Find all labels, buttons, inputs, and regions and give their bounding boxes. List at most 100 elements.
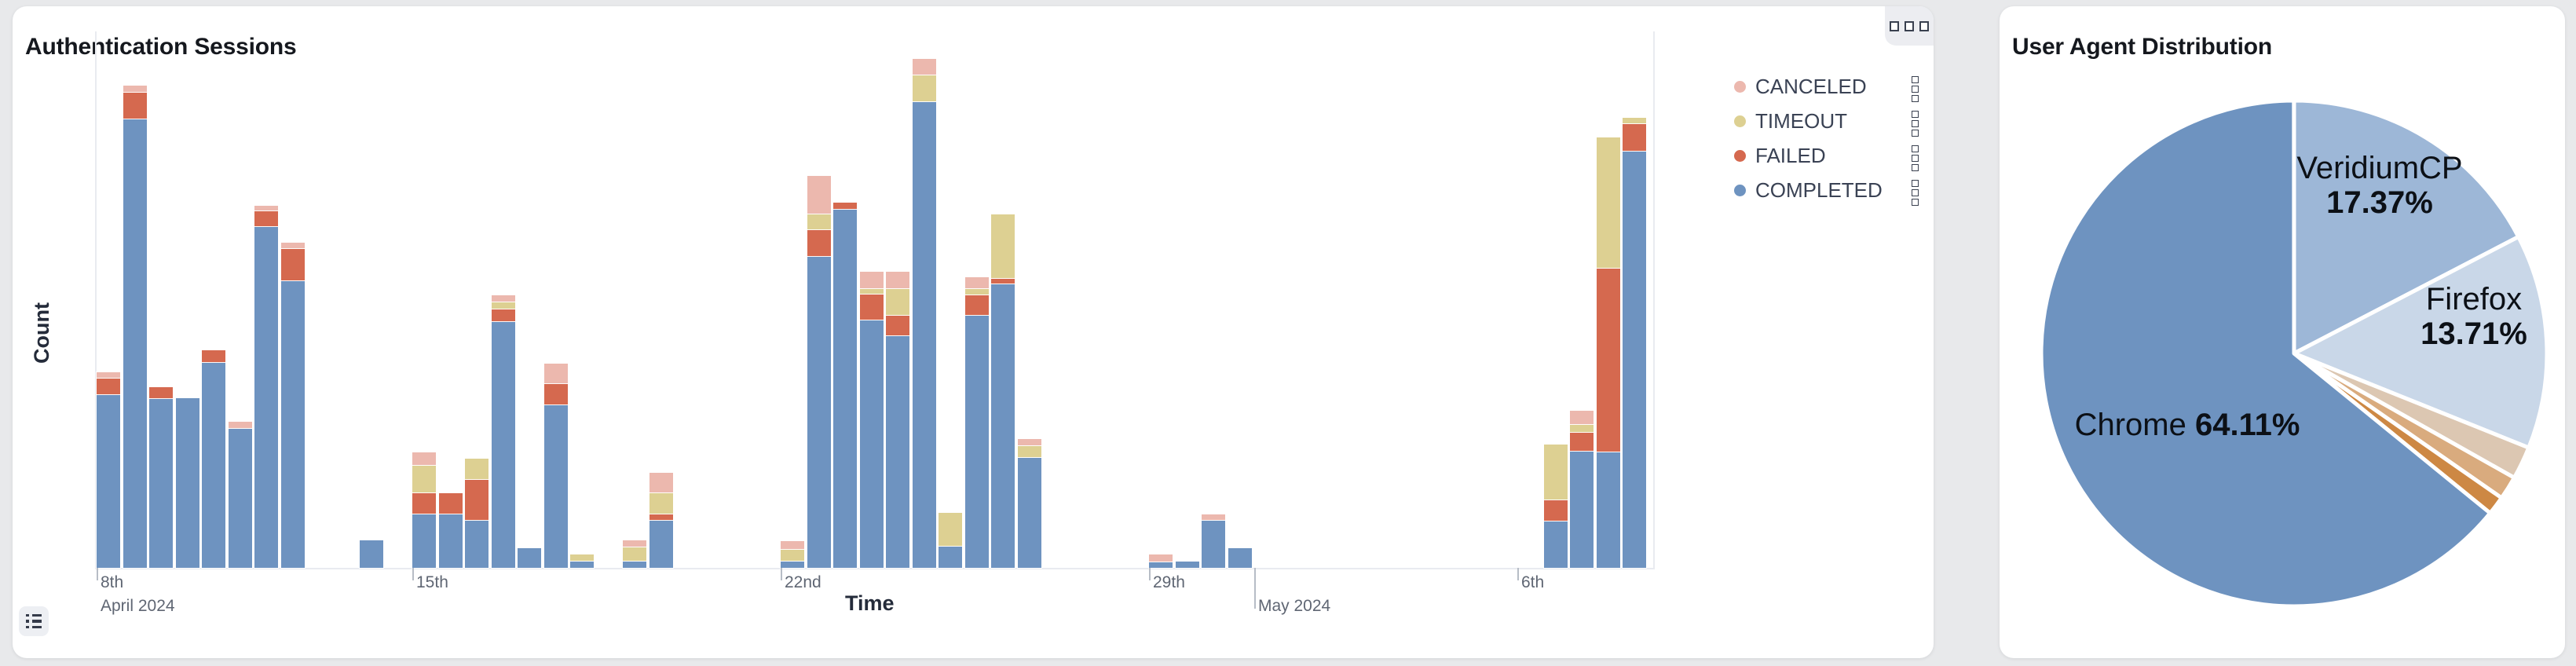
bar-segment-canceled [1569,410,1594,426]
bar-segment-canceled [96,371,121,379]
legend-item-completed[interactable]: COMPLETED [1734,177,1883,203]
stacked-bar [1016,438,1042,569]
pie-label-veridiumcp: VeridiumCP 17.37% [2296,151,2463,220]
bar-segment-timeout [1622,117,1647,125]
bar-segment-canceled [911,58,937,76]
bar-segment-timeout [412,465,437,494]
bar-segment-canceled [227,421,253,430]
stacked-bar [280,242,306,569]
legend-drag-handle-icon[interactable] [1912,145,1919,171]
auth-panel-title: Authentication Sessions [25,33,297,60]
legend-drag-handle-icon[interactable] [1912,76,1919,102]
bar-segment-completed [280,280,306,569]
x-tick-mark [1149,568,1151,580]
squares-menu-icon [1905,20,1914,31]
legend-drag-handle-icon[interactable] [1912,111,1919,137]
bar-segment-failed [437,492,463,515]
bar-segment-completed [412,514,437,569]
stacked-bar [832,202,858,569]
bar-segment-canceled [1148,554,1173,563]
legend-label: CANCELED [1755,74,1867,98]
bar-segment-completed [1148,562,1173,569]
bar-segment-canceled [490,295,516,303]
legend-item-canceled[interactable]: CANCELED [1734,74,1867,99]
bar-segment-completed [1622,151,1647,569]
x-tick-label: 15th [416,573,448,591]
x-axis-title: Time [845,591,895,615]
bar-segment-canceled [412,452,437,467]
bar-segment-completed [1595,452,1621,569]
legend-item-timeout[interactable]: TIMEOUT [1734,108,1847,134]
plot-right-border [1653,31,1655,569]
x-tick-label: 8th [101,573,124,591]
stacked-bar [227,421,253,569]
bar-segment-completed [464,520,489,569]
bar-segment-failed [122,92,148,120]
stacked-bar [359,540,384,569]
stacked-bar [858,271,884,569]
bar-segment-canceled [1016,438,1042,447]
stacked-bar [517,547,542,569]
legend-item-failed[interactable]: FAILED [1734,143,1826,168]
bar-segment-failed [543,383,569,406]
bar-segment-canceled [543,363,569,385]
x-tick-sublabel: April 2024 [101,597,175,615]
stacked-bar [964,276,990,569]
bar-segment-completed [1201,520,1226,569]
pie-label-chrome: Chrome 64.11% [2074,408,2300,442]
squares-menu-icon [1919,20,1929,31]
stacked-bar [885,271,910,569]
bar-segment-timeout [1595,137,1621,269]
bar-segment-timeout [490,302,516,310]
x-tick-mark [97,568,98,580]
bar-segment-completed [858,320,884,569]
x-tick-label: 6th [1521,573,1545,591]
bar-segment-completed [201,362,226,569]
bar-segment-completed [1227,547,1253,569]
data-table-toggle-button[interactable] [19,606,49,636]
bar-segment-timeout [464,458,489,481]
stacked-bar [437,492,463,569]
stacked-bar [201,349,226,569]
pie-label-firefox: Firefox 13.71% [2420,282,2527,351]
pie-slice-veridiumcp [2292,98,2521,356]
stacked-bar [990,214,1015,569]
bar-segment-completed [174,397,200,569]
legend-dot-icon [1734,115,1746,127]
legend-drag-handle-icon[interactable] [1912,180,1919,206]
stacked-bar [96,371,121,569]
bar-segment-completed [1542,521,1568,569]
panel-options-button[interactable] [1885,6,1934,46]
stacked-bar [1595,137,1621,569]
stacked-bar [543,363,569,569]
bar-segment-completed [490,321,516,569]
bar-segment-failed [490,309,516,323]
bar-segment-failed [648,514,674,521]
bar-segment-failed [858,294,884,321]
legend-label: COMPLETED [1755,177,1883,202]
bar-segment-completed [543,404,569,569]
x-tick-mark [412,568,414,580]
bar-segment-failed [254,210,279,228]
bar-segment-canceled [254,205,279,212]
stacked-bar [1622,117,1647,569]
bar-segment-completed [569,561,595,569]
user-agent-panel: User Agent Distribution VeridiumCP 17.37%… [2000,6,2565,658]
bar-segment-timeout [1016,445,1042,459]
bar-segment-timeout [569,554,595,562]
bar-segment-completed [148,398,174,569]
stacked-bar [174,397,200,569]
stacked-bar [464,458,489,569]
stacked-bar [1227,547,1253,569]
bar-segment-failed [96,378,121,396]
stacked-bar [148,386,174,569]
stacked-bar [1201,514,1226,569]
bar-segment-failed [990,278,1015,285]
bar-segment-failed [832,202,858,210]
bar-segment-failed [806,229,832,258]
y-axis-title: Count [30,302,53,364]
bar-segment-timeout [622,547,647,562]
bar-segment-completed [648,520,674,569]
stacked-bar [780,540,805,569]
